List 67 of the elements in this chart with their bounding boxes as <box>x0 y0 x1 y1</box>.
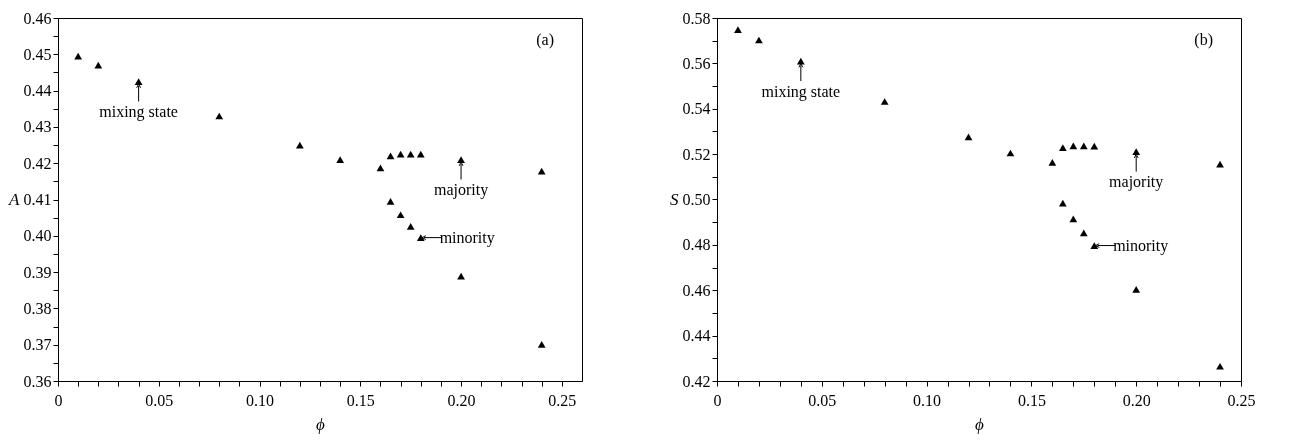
point <box>880 98 889 105</box>
y-tick-label: 0.38 <box>23 299 52 317</box>
y-tick-label: 0.46 <box>682 281 711 299</box>
x-tick-label: 0 <box>713 391 722 409</box>
point <box>1216 362 1224 370</box>
point <box>386 152 395 160</box>
point <box>1069 215 1078 223</box>
point <box>457 156 465 163</box>
y-tick-label: 0.39 <box>23 263 52 281</box>
point <box>537 167 546 175</box>
point <box>537 340 546 348</box>
annotation: mixing state <box>761 82 841 101</box>
point <box>336 156 345 163</box>
y-tick-label: 0.37 <box>23 336 52 354</box>
y-tick-label: 0.41 <box>23 191 52 208</box>
x-tick-label: 0.10 <box>913 391 942 409</box>
point <box>1048 158 1057 166</box>
point <box>734 26 742 33</box>
x-tick-label: 0.25 <box>1227 391 1256 409</box>
point <box>406 223 415 230</box>
point <box>376 164 385 172</box>
y-tick-label: 0.45 <box>23 45 52 63</box>
y-tick-label: 0.44 <box>23 82 52 100</box>
y-tick-label: 0.36 <box>23 372 52 390</box>
x-tick-label: 0 <box>54 391 63 409</box>
point <box>1069 142 1078 150</box>
x-tick-label: 0.20 <box>447 391 476 409</box>
point <box>1058 144 1067 151</box>
x-tick-label: 0.10 <box>246 391 275 409</box>
annotation: minority <box>1113 236 1169 255</box>
point <box>396 211 405 219</box>
y-tick-label: 0.42 <box>23 154 52 172</box>
y-tick-label: 0.44 <box>682 327 711 345</box>
x-tick-label: 0.05 <box>145 391 174 409</box>
x-tick-label: 0.15 <box>346 391 375 409</box>
y-tick-label: 0.56 <box>682 54 711 72</box>
x-tick-label: 0.20 <box>1122 391 1151 409</box>
x-axis-title: ϕ <box>975 414 985 434</box>
annotation: minority <box>439 228 495 247</box>
x-tick-label: 0.05 <box>808 391 837 409</box>
y-tick-label: 0.50 <box>682 191 711 208</box>
annotation: (b) <box>1194 31 1213 49</box>
point <box>386 197 395 205</box>
point <box>1132 285 1141 293</box>
point <box>1090 142 1099 150</box>
point <box>134 78 143 85</box>
annotation: majority <box>433 181 489 200</box>
y-axis-title: A <box>8 190 21 209</box>
annotation: mixing state <box>99 103 178 122</box>
y-tick-label: 0.54 <box>682 100 711 118</box>
annotation: (a) <box>536 31 554 49</box>
x-axis-title: ϕ <box>316 414 326 434</box>
y-tick-label: 0.42 <box>682 372 711 390</box>
y-tick-label: 0.52 <box>682 145 711 163</box>
point <box>1079 229 1088 237</box>
x-tick-label: 0.15 <box>1017 391 1046 409</box>
y-tick-label: 0.46 <box>23 9 52 27</box>
y-tick-label: 0.48 <box>682 236 711 254</box>
annotation: majority <box>1109 173 1164 192</box>
y-tick-label: 0.40 <box>23 227 52 245</box>
x-tick-label: 0.25 <box>548 391 577 409</box>
point <box>94 61 103 69</box>
y-tick-label: 0.58 <box>682 9 711 27</box>
point <box>964 133 973 141</box>
y-tick-label: 0.43 <box>23 118 52 136</box>
point <box>1006 149 1015 157</box>
y-axis-title: S <box>670 190 679 209</box>
